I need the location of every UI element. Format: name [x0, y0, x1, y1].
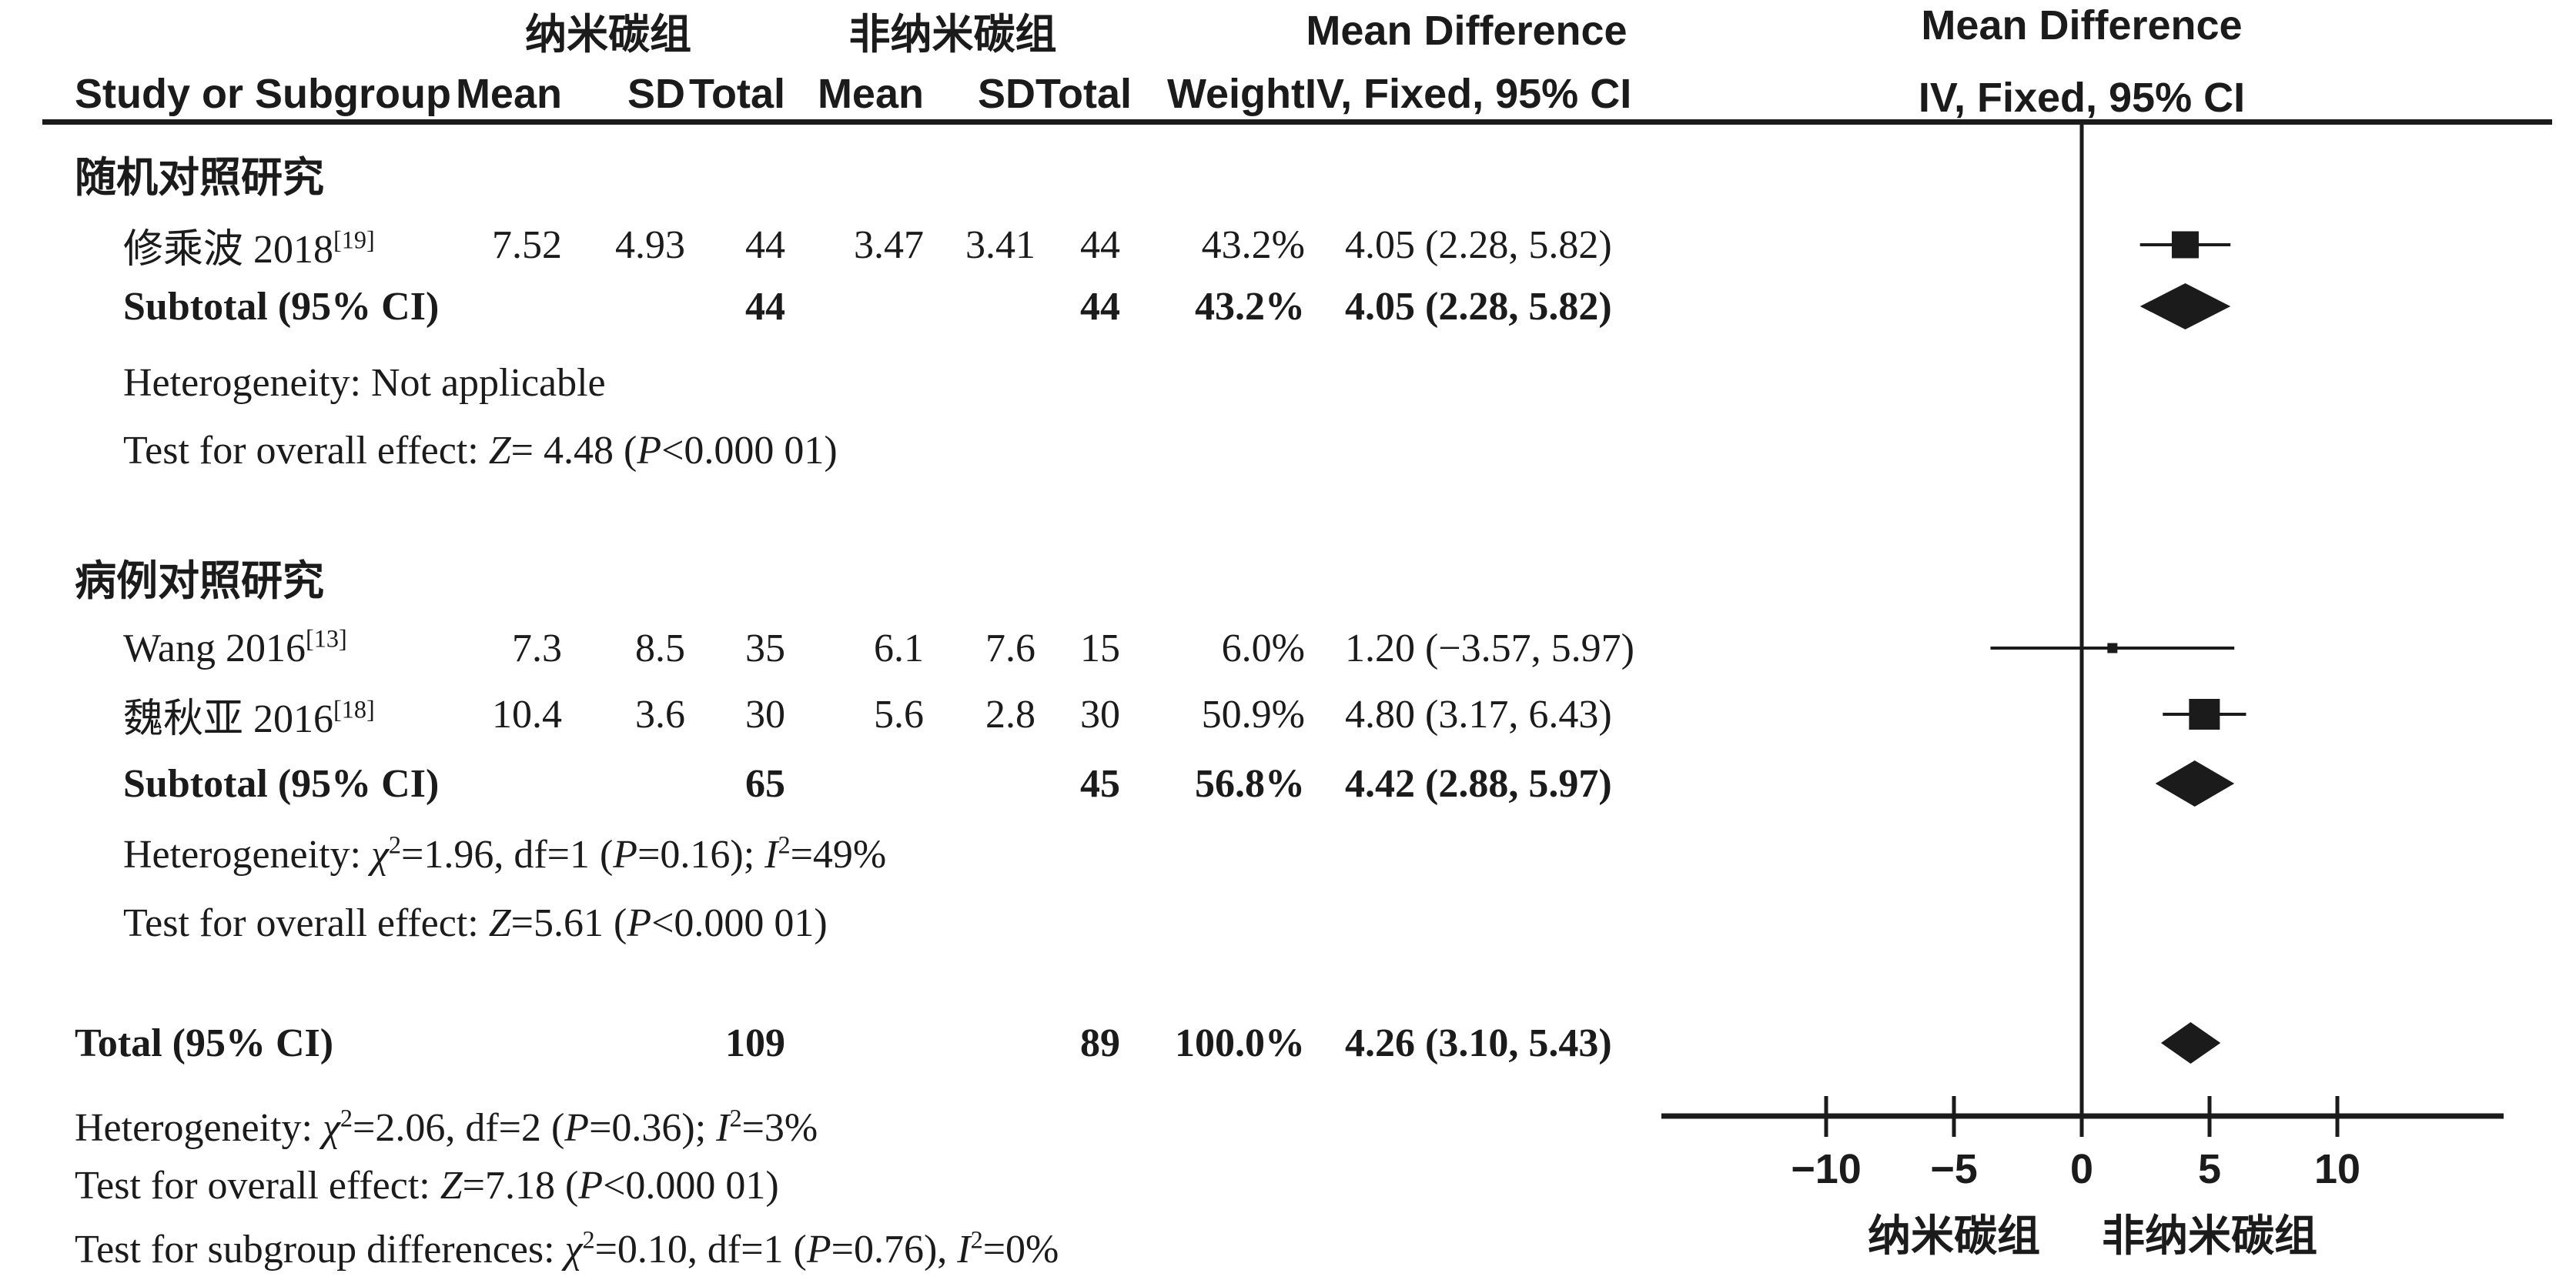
- cell-sd-nano: 4.93: [615, 222, 685, 267]
- col-study: Study or Subgroup: [75, 71, 451, 117]
- cell-total-nonnano: 15: [1080, 626, 1120, 670]
- overall-effect-line-case-control: Test for overall effect: Z=5.61 (P<0.000…: [123, 901, 828, 945]
- subgroup-differences-line: Test for subgroup differences: χ2=0.10, …: [75, 1225, 1059, 1272]
- cell-md-ci: 1.20 (−3.57, 5.97): [1345, 626, 1634, 670]
- pooled-diamond-subtotal2: [2155, 760, 2235, 807]
- col-mean-nano: Mean: [455, 71, 562, 117]
- cell-md-ci: 4.26 (3.10, 5.43): [1345, 1021, 1612, 1065]
- total-row: Total (95% CI) 109 89 100.0% 4.26 (3.10,…: [0, 1012, 1628, 1074]
- effect-square-wei: [2189, 699, 2220, 730]
- mean-difference-header-left: Mean Difference: [1306, 7, 1628, 54]
- cell-sd-nonnano: 2.8: [985, 692, 1035, 737]
- subtotal-label: Subtotal (95% CI): [123, 761, 440, 806]
- col-mean-nonnano: Mean: [817, 71, 924, 117]
- col-total-nonnano: Total: [1035, 71, 1132, 117]
- cell-total-nano: 65: [745, 761, 785, 806]
- cell-total-nano: 35: [745, 626, 785, 670]
- favors-right-label: 非纳米碳组: [2102, 1211, 2317, 1260]
- section-title-rct: 随机对照研究: [75, 155, 324, 201]
- cell-mean-nano: 7.3: [512, 626, 562, 670]
- favors-left-label: 纳米碳组: [1868, 1211, 2040, 1260]
- cell-total-nano: 44: [745, 222, 785, 267]
- cell-mean-nano: 10.4: [492, 692, 562, 737]
- col-weight: Weight: [1167, 71, 1305, 117]
- x-axis-tick-label: −10: [1791, 1146, 1862, 1192]
- column-header-row: Study or Subgroup Mean SD Total Mean SD …: [0, 68, 1632, 120]
- section-title-case-control: 病例对照研究: [75, 558, 324, 604]
- study-row-wei2016: 魏秋亚 2016[18] 10.4 3.6 30 5.6 2.8 30 50.9…: [0, 683, 1628, 745]
- cell-md-ci: 4.05 (2.28, 5.82): [1345, 222, 1612, 267]
- effect-square-study1: [2171, 231, 2199, 259]
- study-name: 修乘波 2018[19]: [123, 226, 375, 272]
- cell-total-nonnano: 44: [1080, 284, 1120, 329]
- pooled-diamond-total: [2160, 1022, 2221, 1064]
- cell-sd-nano: 8.5: [635, 626, 685, 670]
- study-row-xiu2018: 修乘波 2018[19] 7.52 4.93 44 3.47 3.41 44 4…: [0, 214, 1628, 276]
- pooled-diamond-subtotal1: [2139, 283, 2231, 329]
- subtotal-label: Subtotal (95% CI): [123, 284, 440, 329]
- x-axis-tick-label: −5: [1930, 1146, 1978, 1192]
- col-method-left: IV, Fixed, 95% CI: [1305, 71, 1632, 117]
- cell-md-ci: 4.80 (3.17, 6.43): [1345, 692, 1612, 737]
- cell-mean-nonnano: 6.1: [874, 626, 924, 670]
- cell-weight: 43.2%: [1201, 222, 1305, 267]
- heterogeneity-line-case-control: Heterogeneity: χ2=1.96, df=1 (P=0.16); I…: [123, 830, 887, 877]
- group-header-row: 纳米碳组 非纳米碳组 Mean Difference: [0, 0, 1628, 58]
- cell-sd-nonnano: 3.41: [965, 222, 1035, 267]
- group-header-nano: 纳米碳组: [525, 12, 691, 58]
- header-rule: [42, 119, 2552, 125]
- subtotal-row-case-control: Subtotal (95% CI) 65 45 56.8% 4.42 (2.88…: [0, 753, 1628, 814]
- cell-mean-nonnano: 3.47: [854, 222, 924, 267]
- x-axis-tick-label: 0: [2070, 1146, 2093, 1192]
- x-axis-tick-label: 5: [2198, 1146, 2221, 1192]
- heterogeneity-line-total: Heterogeneity: χ2=2.06, df=2 (P=0.36); I…: [75, 1104, 818, 1150]
- cell-total-nonnano: 44: [1080, 222, 1120, 267]
- cell-total-nano: 44: [745, 284, 785, 329]
- cell-sd-nano: 3.6: [635, 692, 685, 737]
- cell-weight: 6.0%: [1221, 626, 1305, 670]
- mean-difference-header-right: Mean Difference: [1921, 2, 2243, 48]
- cell-total-nano: 30: [745, 692, 785, 737]
- effect-square-wang: [2107, 643, 2118, 653]
- total-label: Total (95% CI): [75, 1021, 334, 1065]
- cell-total-nonnano: 89: [1080, 1021, 1120, 1065]
- cell-md-ci: 4.05 (2.28, 5.82): [1345, 284, 1612, 329]
- cell-weight: 50.9%: [1201, 692, 1305, 737]
- x-axis-tick-label: 10: [2314, 1146, 2360, 1192]
- cell-total-nonnano: 30: [1080, 692, 1120, 737]
- group-header-nonnano: 非纳米碳组: [848, 12, 1057, 58]
- cell-mean-nano: 7.52: [492, 222, 562, 267]
- col-total-nano: Total: [689, 71, 785, 117]
- cell-weight: 100.0%: [1175, 1021, 1305, 1065]
- cell-total-nonnano: 45: [1080, 761, 1120, 806]
- subtotal-row-rct: Subtotal (95% CI) 44 44 43.2% 4.05 (2.28…: [0, 276, 1628, 337]
- cell-weight: 56.8%: [1195, 761, 1305, 806]
- col-method-right: IV, Fixed, 95% CI: [1918, 75, 2246, 121]
- study-name: Wang 2016[13]: [123, 624, 347, 670]
- study-row-wang2016: Wang 2016[13] 7.3 8.5 35 6.1 7.6 15 6.0%…: [0, 617, 1634, 679]
- col-sd-nano: SD: [627, 71, 685, 117]
- overall-effect-line-rct: Test for overall effect: Z= 4.48 (P<0.00…: [123, 429, 838, 473]
- heterogeneity-line-rct: Heterogeneity: Not applicable: [123, 361, 606, 405]
- col-sd-nonnano: SD: [977, 71, 1035, 117]
- cell-md-ci: 4.42 (2.88, 5.97): [1345, 761, 1612, 806]
- study-name: 魏秋亚 2016[18]: [123, 695, 375, 741]
- cell-weight: 43.2%: [1195, 284, 1305, 329]
- cell-total-nano: 109: [725, 1021, 785, 1065]
- overall-effect-line-total: Test for overall effect: Z=7.18 (P<0.000…: [75, 1164, 779, 1208]
- cell-sd-nonnano: 7.6: [985, 626, 1035, 670]
- cell-mean-nonnano: 5.6: [874, 692, 924, 737]
